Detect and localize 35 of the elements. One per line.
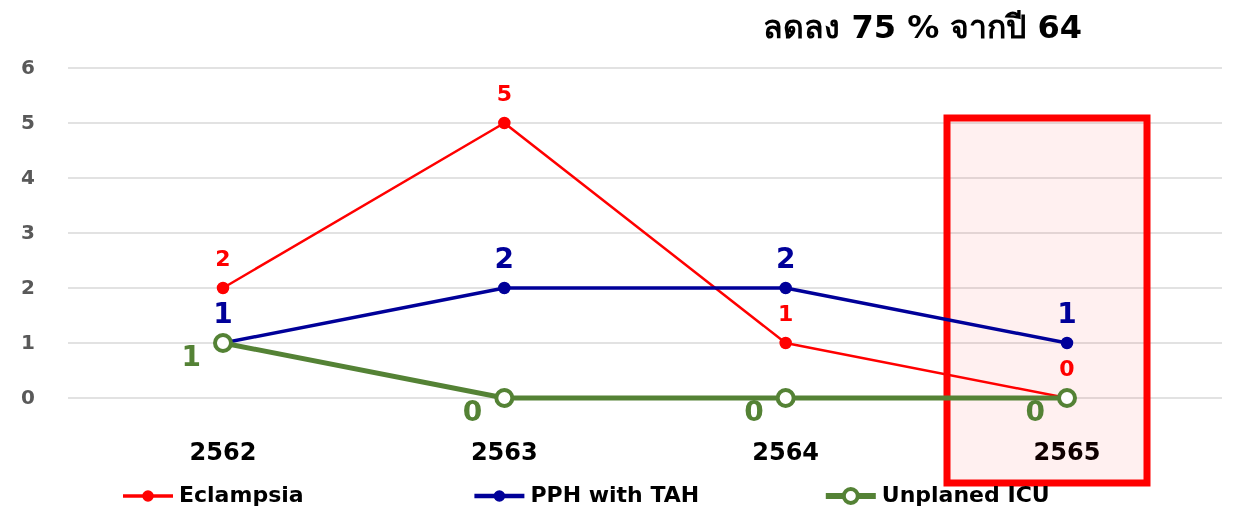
- y-tick-label: 1: [21, 329, 35, 354]
- legend-label: Unplaned ICU: [881, 482, 1050, 507]
- point: [1060, 336, 1074, 350]
- point: [775, 388, 796, 408]
- y-tick-label: 4: [21, 164, 35, 189]
- point: [216, 281, 230, 295]
- y-tick-label: 2: [21, 274, 35, 299]
- x-tick-label: 2562: [189, 438, 257, 466]
- data-label: 2: [215, 246, 231, 271]
- data-label: 0: [462, 395, 483, 428]
- point: [779, 281, 792, 295]
- text: ลดลง 75 % จากปี 64: [763, 8, 1082, 46]
- data-label: 0: [1059, 356, 1075, 381]
- y-tick-label: 6: [21, 54, 35, 79]
- data-label: 5: [496, 81, 512, 106]
- y-tick-label: 3: [21, 219, 35, 244]
- point: [498, 116, 511, 130]
- data-label: 0: [744, 395, 764, 428]
- x-tick-label: 2564: [752, 438, 820, 466]
- x-tick-label: 2565: [1033, 438, 1101, 466]
- data-label: 1: [1057, 297, 1077, 330]
- data-label: 2: [775, 242, 796, 275]
- point: [498, 281, 511, 295]
- data-label: 1: [778, 301, 794, 326]
- point: [779, 336, 792, 350]
- y-tick-label: 5: [21, 109, 35, 134]
- x-tick-label: 2563: [470, 438, 538, 466]
- data-label: 1: [213, 297, 233, 330]
- data-label: 1: [181, 340, 201, 373]
- data-label: 0: [1025, 395, 1045, 428]
- point: [494, 388, 515, 408]
- y-tick-label: 0: [21, 384, 35, 409]
- data-label: 2: [494, 242, 515, 275]
- legend-label: PPH with TAH: [530, 482, 700, 507]
- legend-label: Eclampsia: [179, 482, 304, 507]
